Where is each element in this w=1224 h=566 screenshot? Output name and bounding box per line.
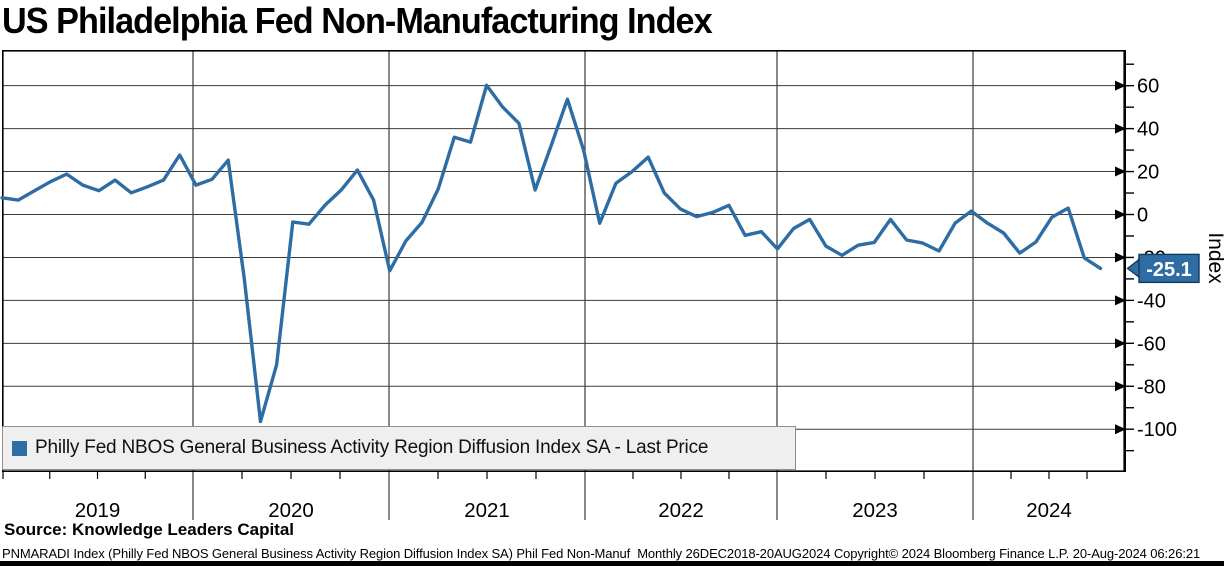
footer-line: PNMARADI Index (Philly Fed NBOS General … (2, 546, 1201, 561)
legend-label: Philly Fed NBOS General Business Activit… (35, 437, 709, 458)
last-price-badge (1138, 253, 1200, 284)
last-price-badge-arrow (1126, 257, 1141, 280)
x-year-label: 2020 (268, 499, 314, 522)
x-year-label: 2022 (658, 499, 704, 522)
y-axis-arrow-tick (1115, 209, 1126, 220)
page-title: US Philadelphia Fed Non-Manufacturing In… (2, 0, 713, 41)
y-axis-arrow-tick (1115, 166, 1126, 177)
y-axis-arrow-tick (1115, 295, 1126, 306)
y-axis-arrow-tick (1115, 381, 1126, 392)
y-axis-arrow-tick (1115, 424, 1126, 435)
y-axis-arrow-tick (1115, 80, 1126, 91)
bottom-bar (0, 561, 1224, 566)
source-line: Source: Knowledge Leaders Capital (4, 520, 295, 539)
y-tick-label: -40 (1137, 290, 1166, 312)
y-axis-arrow-tick (1115, 252, 1126, 263)
y-axis-arrow-tick (1115, 338, 1126, 349)
legend-marker (12, 440, 27, 456)
y-axis-label: Index (1204, 232, 1224, 284)
legend-box: Philly Fed NBOS General Business Activit… (2, 426, 796, 470)
y-tick-label: -100 (1137, 419, 1177, 441)
y-axis-arrow-tick (1115, 123, 1126, 134)
x-year-label: 2019 (75, 499, 121, 522)
y-tick-label: -80 (1137, 376, 1166, 398)
y-tick-label: 20 (1137, 162, 1159, 184)
y-tick-label: 60 (1137, 76, 1159, 98)
series-line (0, 83, 1103, 424)
y-tick-label: -60 (1137, 333, 1166, 355)
x-year-label: 2024 (1026, 499, 1072, 522)
y-tick-label: 0 (1137, 205, 1148, 227)
y-tick-label: 40 (1137, 119, 1159, 141)
x-year-label: 2021 (464, 499, 510, 522)
x-year-label: 2023 (852, 499, 898, 522)
last-price-badge-value: -25.1 (1146, 259, 1192, 281)
